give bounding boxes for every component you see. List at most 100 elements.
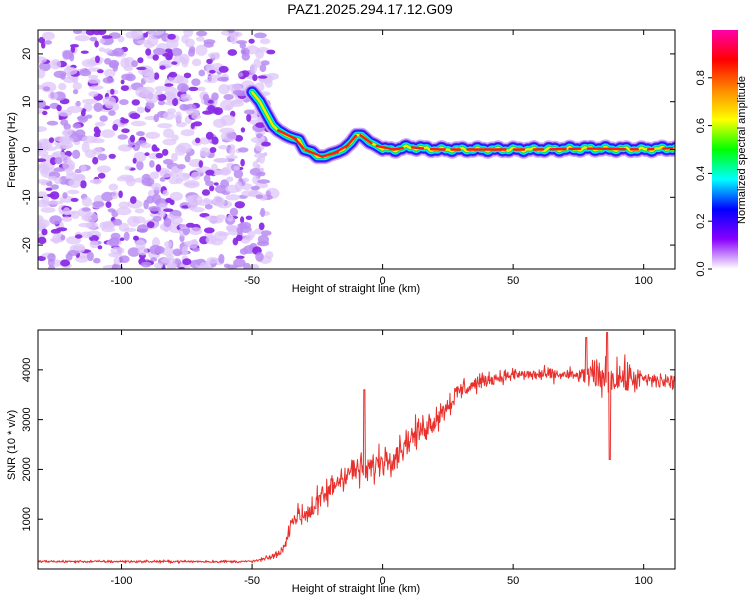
noise-blob: [195, 137, 201, 144]
noise-blob: [120, 85, 129, 91]
noise-blob: [233, 169, 244, 179]
noise-blob: [195, 44, 208, 56]
noise-blob: [151, 193, 162, 204]
noise-blob: [199, 262, 208, 269]
noise-blob: [148, 30, 165, 36]
noise-blob: [127, 247, 140, 257]
noise-blob: [80, 231, 93, 238]
noise-blob: [188, 227, 203, 236]
noise-blob: [62, 192, 68, 199]
noise-blob: [149, 160, 155, 168]
noise-blob: [74, 234, 83, 239]
noise-blob: [112, 218, 123, 226]
ridge-peak: [293, 137, 305, 150]
noise-blob: [48, 265, 56, 269]
noise-blob: [116, 207, 132, 216]
noise-blob: [205, 235, 217, 245]
noise-blob: [256, 158, 261, 163]
noise-blob: [108, 183, 119, 191]
noise-blob: [140, 142, 152, 149]
noise-blob: [42, 31, 55, 41]
snr-x-tick-label: 0: [380, 575, 386, 587]
noise-blob: [243, 262, 251, 269]
noise-blob: [236, 226, 244, 235]
noise-blob: [250, 264, 260, 269]
noise-blob: [72, 89, 79, 95]
colorbar-tick-label: 0.6: [695, 118, 707, 133]
colorbar-ticks: 0.0 0.2 0.4 0.6 0.8: [695, 70, 712, 277]
noise-blob: [164, 83, 174, 87]
snr-y-tick-label: 1000: [21, 507, 33, 531]
noise-blob: [99, 221, 107, 230]
noise-blob: [178, 266, 185, 269]
noise-blob: [169, 215, 183, 225]
noise-blob: [129, 112, 141, 120]
noise-blob: [257, 179, 271, 184]
noise-blob: [102, 96, 116, 106]
noise-blob: [256, 164, 261, 169]
noise-blob: [160, 257, 176, 264]
noise-blob: [38, 179, 50, 184]
noise-blob: [257, 75, 268, 79]
noise-blob: [218, 144, 228, 150]
noise-blob: [89, 85, 104, 90]
noise-blob: [207, 99, 214, 104]
noise-blob: [255, 252, 264, 262]
noise-blob: [237, 223, 248, 228]
noise-blob: [263, 152, 268, 157]
noise-blob: [224, 131, 237, 142]
noise-blob: [131, 99, 140, 106]
noise-blob: [192, 121, 203, 127]
noise-blob: [74, 34, 90, 42]
noise-blob: [201, 189, 211, 196]
noise-blob: [74, 101, 82, 107]
noise-blob: [82, 98, 98, 105]
spectrogram-x-tick-label: 0: [380, 275, 386, 287]
noise-blob: [110, 88, 115, 95]
noise-blob: [38, 255, 46, 262]
noise-blob: [205, 169, 215, 176]
noise-blob: [61, 216, 73, 222]
noise-blob: [169, 191, 183, 201]
noise-blob: [38, 141, 45, 151]
noise-blob: [226, 83, 243, 91]
noise-blob: [152, 215, 162, 222]
noise-blob: [54, 157, 63, 165]
noise-blob: [63, 66, 78, 76]
noise-blob: [184, 154, 191, 163]
noise-blob: [74, 246, 86, 251]
noise-blob: [213, 158, 229, 163]
noise-blob: [219, 168, 231, 176]
noise-blob: [157, 123, 173, 129]
noise-blob: [209, 185, 215, 192]
noise-blob: [155, 246, 165, 254]
noise-blob: [159, 177, 166, 182]
noise-blob: [72, 82, 83, 90]
noise-blob: [175, 144, 187, 156]
noise-blob: [39, 163, 55, 170]
noise-blob: [89, 36, 98, 42]
noise-blob: [149, 171, 160, 180]
noise-blob: [130, 196, 137, 204]
snr-y-tick-label: 4000: [21, 358, 33, 382]
noise-blob: [183, 30, 194, 38]
noise-blob: [266, 72, 279, 80]
noise-blob: [233, 165, 240, 171]
noise-blob: [131, 60, 139, 68]
noise-blob: [136, 106, 145, 114]
noise-blob: [92, 147, 103, 155]
noise-blob: [80, 180, 87, 189]
noise-blob: [203, 41, 214, 48]
noise-blob: [212, 196, 226, 207]
noise-blob: [207, 105, 216, 112]
noise-blob: [159, 170, 173, 178]
noise-blob: [118, 190, 123, 199]
noise-blob: [254, 32, 267, 39]
noise-blob: [243, 109, 255, 115]
ridge-peak: [277, 129, 298, 141]
noise-blob: [56, 104, 62, 112]
noise-blob: [63, 129, 73, 136]
spectrogram-x-tick-label: -100: [111, 275, 133, 287]
noise-blob: [211, 92, 219, 101]
spectrogram-x-tick-label: 100: [634, 275, 652, 287]
